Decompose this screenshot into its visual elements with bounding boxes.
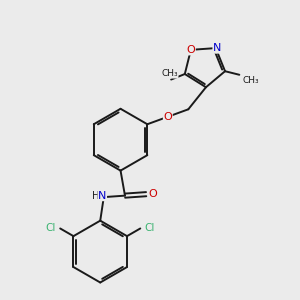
Text: Cl: Cl <box>45 224 56 233</box>
Text: O: O <box>148 189 157 199</box>
Text: Cl: Cl <box>145 224 155 233</box>
Text: N: N <box>98 190 106 201</box>
Text: O: O <box>164 112 172 122</box>
Text: O: O <box>187 45 195 55</box>
Text: CH₃: CH₃ <box>161 69 178 78</box>
Text: N: N <box>213 43 221 53</box>
Text: H: H <box>92 190 99 201</box>
Text: CH₃: CH₃ <box>242 76 259 85</box>
